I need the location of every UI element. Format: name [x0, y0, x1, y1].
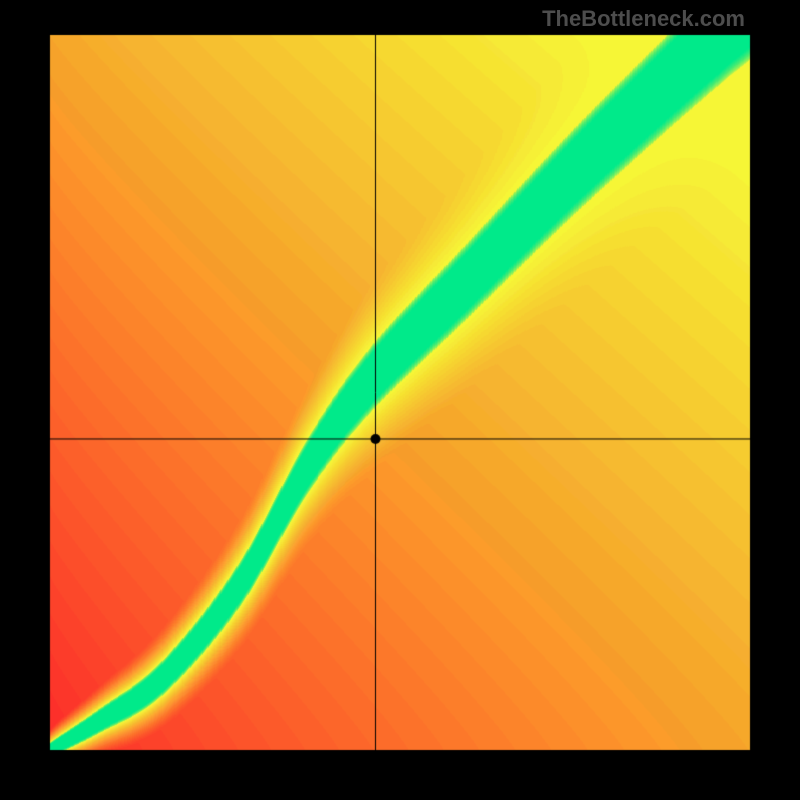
bottleneck-heatmap-canvas	[0, 0, 800, 800]
watermark-label: TheBottleneck.com	[542, 6, 745, 32]
chart-container: TheBottleneck.com	[0, 0, 800, 800]
